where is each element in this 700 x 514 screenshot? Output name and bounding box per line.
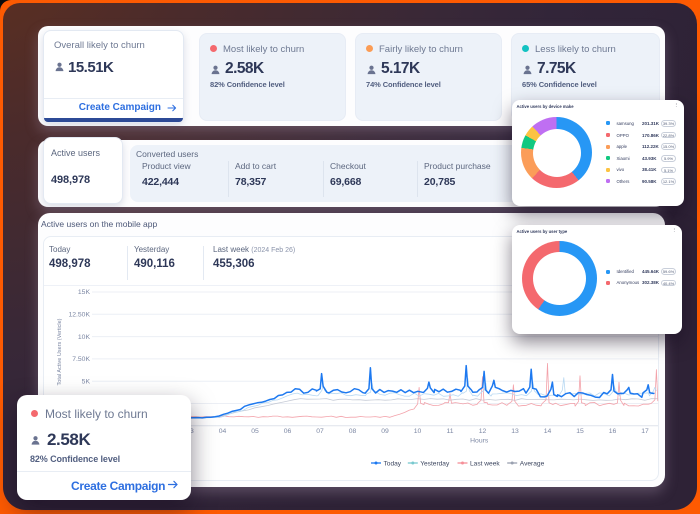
- svg-text:Hours: Hours: [470, 437, 489, 444]
- svg-text:Last week: Last week: [470, 460, 500, 467]
- svg-text:16: 16: [609, 428, 617, 435]
- svg-text:Yesterday: Yesterday: [420, 460, 450, 467]
- svg-text:5K: 5K: [82, 378, 91, 385]
- svg-text:14: 14: [544, 428, 552, 435]
- svg-text:Total Active Users (Verticle): Total Active Users (Verticle): [57, 318, 63, 385]
- svg-text:Average: Average: [520, 460, 545, 467]
- svg-text:06: 06: [284, 428, 292, 435]
- svg-text:12: 12: [479, 428, 487, 435]
- svg-text:11: 11: [446, 428, 453, 435]
- svg-text:15K: 15K: [78, 289, 91, 296]
- svg-text:Today: Today: [384, 460, 402, 467]
- svg-text:13: 13: [511, 428, 519, 435]
- svg-text:07: 07: [316, 428, 324, 435]
- svg-text:10K: 10K: [78, 334, 91, 341]
- svg-text:10: 10: [414, 428, 422, 435]
- svg-text:15: 15: [576, 428, 584, 435]
- svg-text:09: 09: [381, 428, 389, 435]
- svg-text:05: 05: [251, 428, 259, 435]
- svg-text:7.50K: 7.50K: [72, 356, 90, 363]
- svg-text:08: 08: [349, 428, 357, 435]
- svg-text:04: 04: [219, 428, 227, 435]
- svg-text:12.50K: 12.50K: [68, 312, 90, 319]
- svg-text:17: 17: [641, 428, 649, 435]
